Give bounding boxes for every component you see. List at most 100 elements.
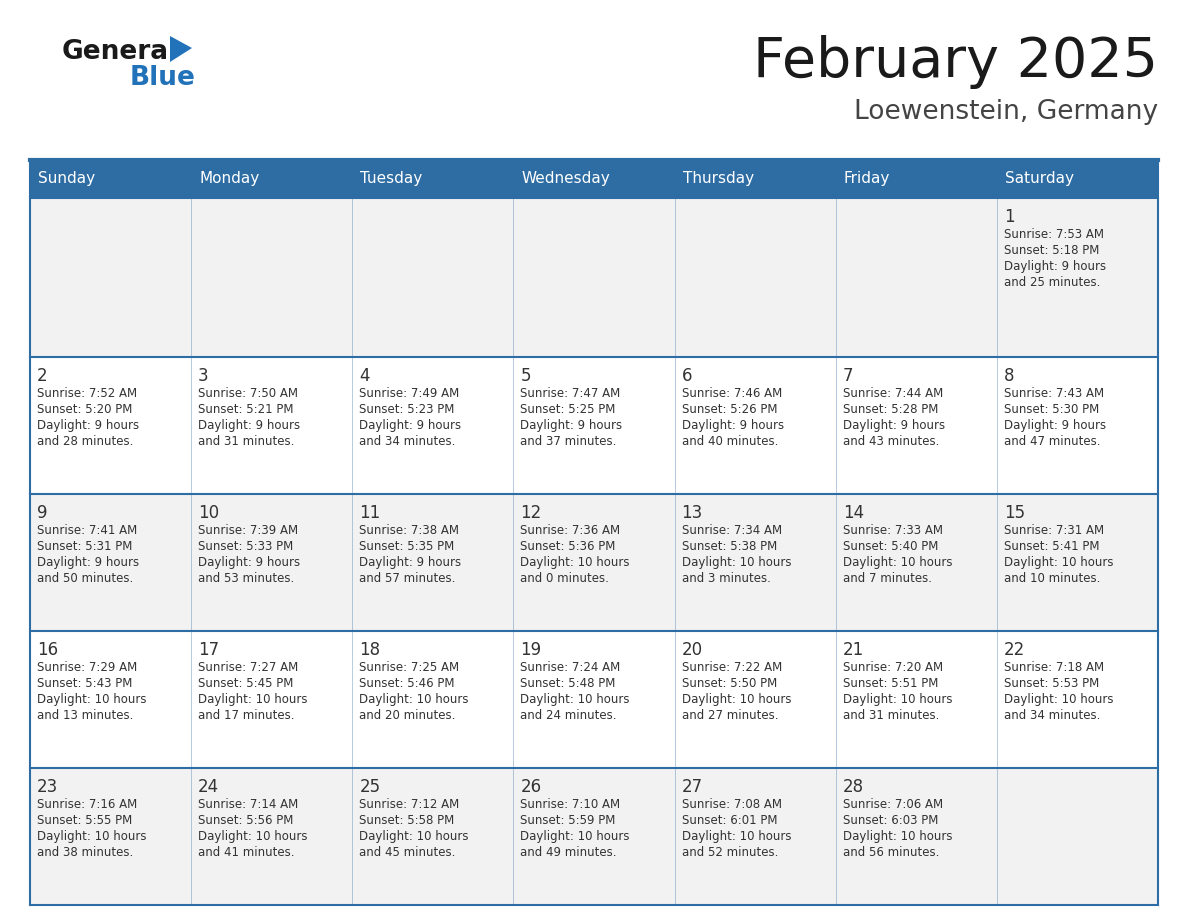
Text: Loewenstein, Germany: Loewenstein, Germany <box>854 99 1158 125</box>
Text: Saturday: Saturday <box>1005 172 1074 186</box>
Text: 27: 27 <box>682 778 702 796</box>
Text: Daylight: 10 hours: Daylight: 10 hours <box>842 556 953 569</box>
Text: Sunrise: 7:14 AM: Sunrise: 7:14 AM <box>198 798 298 811</box>
Text: Sunset: 5:56 PM: Sunset: 5:56 PM <box>198 814 293 827</box>
Text: and 0 minutes.: and 0 minutes. <box>520 572 609 585</box>
Text: Sunset: 5:40 PM: Sunset: 5:40 PM <box>842 540 939 553</box>
Text: Sunrise: 7:47 AM: Sunrise: 7:47 AM <box>520 387 620 400</box>
Text: 10: 10 <box>198 504 220 522</box>
Text: Daylight: 10 hours: Daylight: 10 hours <box>520 556 630 569</box>
Text: Sunset: 5:36 PM: Sunset: 5:36 PM <box>520 540 615 553</box>
Text: 18: 18 <box>359 641 380 659</box>
Text: Daylight: 9 hours: Daylight: 9 hours <box>359 556 461 569</box>
Text: Sunrise: 7:38 AM: Sunrise: 7:38 AM <box>359 524 460 537</box>
Text: 21: 21 <box>842 641 864 659</box>
Text: Sunrise: 7:06 AM: Sunrise: 7:06 AM <box>842 798 943 811</box>
Text: 3: 3 <box>198 367 209 385</box>
Text: Sunrise: 7:16 AM: Sunrise: 7:16 AM <box>37 798 138 811</box>
Text: Sunset: 5:43 PM: Sunset: 5:43 PM <box>37 677 132 690</box>
Text: 2: 2 <box>37 367 48 385</box>
Text: Daylight: 10 hours: Daylight: 10 hours <box>198 693 308 706</box>
Text: and 38 minutes.: and 38 minutes. <box>37 846 133 859</box>
Text: Sunset: 5:26 PM: Sunset: 5:26 PM <box>682 403 777 416</box>
Text: Daylight: 9 hours: Daylight: 9 hours <box>198 556 301 569</box>
Text: Daylight: 9 hours: Daylight: 9 hours <box>520 420 623 432</box>
Text: and 43 minutes.: and 43 minutes. <box>842 435 939 448</box>
Text: Thursday: Thursday <box>683 172 753 186</box>
Text: Daylight: 10 hours: Daylight: 10 hours <box>198 830 308 843</box>
Bar <box>30 160 1158 198</box>
Text: Sunset: 5:58 PM: Sunset: 5:58 PM <box>359 814 455 827</box>
Text: Daylight: 10 hours: Daylight: 10 hours <box>37 693 146 706</box>
Text: Monday: Monday <box>200 172 259 186</box>
Text: Wednesday: Wednesday <box>522 172 611 186</box>
Text: Sunrise: 7:33 AM: Sunrise: 7:33 AM <box>842 524 943 537</box>
Text: Sunrise: 7:36 AM: Sunrise: 7:36 AM <box>520 524 620 537</box>
Text: and 24 minutes.: and 24 minutes. <box>520 709 617 722</box>
Text: 11: 11 <box>359 504 380 522</box>
Text: Sunrise: 7:52 AM: Sunrise: 7:52 AM <box>37 387 137 400</box>
Text: Sunset: 6:01 PM: Sunset: 6:01 PM <box>682 814 777 827</box>
Text: and 56 minutes.: and 56 minutes. <box>842 846 939 859</box>
Text: 22: 22 <box>1004 641 1025 659</box>
Text: and 57 minutes.: and 57 minutes. <box>359 572 456 585</box>
Text: and 31 minutes.: and 31 minutes. <box>842 709 939 722</box>
Text: 20: 20 <box>682 641 702 659</box>
Text: Sunrise: 7:39 AM: Sunrise: 7:39 AM <box>198 524 298 537</box>
Text: 12: 12 <box>520 504 542 522</box>
Text: 6: 6 <box>682 367 693 385</box>
Text: Sunset: 5:41 PM: Sunset: 5:41 PM <box>1004 540 1099 553</box>
Text: and 31 minutes.: and 31 minutes. <box>198 435 295 448</box>
Text: Daylight: 10 hours: Daylight: 10 hours <box>37 830 146 843</box>
Text: Daylight: 9 hours: Daylight: 9 hours <box>842 420 944 432</box>
Text: Sunrise: 7:29 AM: Sunrise: 7:29 AM <box>37 661 138 674</box>
Text: Tuesday: Tuesday <box>360 172 423 186</box>
Text: Daylight: 10 hours: Daylight: 10 hours <box>682 830 791 843</box>
Text: Daylight: 10 hours: Daylight: 10 hours <box>359 830 469 843</box>
Text: Sunset: 5:50 PM: Sunset: 5:50 PM <box>682 677 777 690</box>
Text: Sunset: 5:31 PM: Sunset: 5:31 PM <box>37 540 132 553</box>
Text: 24: 24 <box>198 778 220 796</box>
Text: Daylight: 10 hours: Daylight: 10 hours <box>842 830 953 843</box>
Text: Friday: Friday <box>843 172 890 186</box>
Text: Sunset: 5:45 PM: Sunset: 5:45 PM <box>198 677 293 690</box>
Text: Daylight: 9 hours: Daylight: 9 hours <box>682 420 784 432</box>
Text: 9: 9 <box>37 504 48 522</box>
Text: Sunset: 5:55 PM: Sunset: 5:55 PM <box>37 814 132 827</box>
Text: Sunset: 6:03 PM: Sunset: 6:03 PM <box>842 814 939 827</box>
Text: Daylight: 9 hours: Daylight: 9 hours <box>1004 260 1106 273</box>
Text: and 13 minutes.: and 13 minutes. <box>37 709 133 722</box>
Text: Sunrise: 7:12 AM: Sunrise: 7:12 AM <box>359 798 460 811</box>
Text: Daylight: 9 hours: Daylight: 9 hours <box>359 420 461 432</box>
Text: Sunrise: 7:49 AM: Sunrise: 7:49 AM <box>359 387 460 400</box>
Polygon shape <box>170 36 192 62</box>
Text: Sunrise: 7:18 AM: Sunrise: 7:18 AM <box>1004 661 1104 674</box>
Text: Sunrise: 7:34 AM: Sunrise: 7:34 AM <box>682 524 782 537</box>
Bar <box>30 357 1158 494</box>
Text: Sunrise: 7:53 AM: Sunrise: 7:53 AM <box>1004 228 1104 241</box>
Text: 19: 19 <box>520 641 542 659</box>
Text: and 34 minutes.: and 34 minutes. <box>1004 709 1100 722</box>
Text: Daylight: 10 hours: Daylight: 10 hours <box>682 693 791 706</box>
Text: Sunset: 5:25 PM: Sunset: 5:25 PM <box>520 403 615 416</box>
Text: 1: 1 <box>1004 208 1015 226</box>
Text: Sunrise: 7:10 AM: Sunrise: 7:10 AM <box>520 798 620 811</box>
Text: Daylight: 10 hours: Daylight: 10 hours <box>359 693 469 706</box>
Text: and 45 minutes.: and 45 minutes. <box>359 846 456 859</box>
Text: 28: 28 <box>842 778 864 796</box>
Text: Sunrise: 7:22 AM: Sunrise: 7:22 AM <box>682 661 782 674</box>
Text: and 28 minutes.: and 28 minutes. <box>37 435 133 448</box>
Text: Daylight: 9 hours: Daylight: 9 hours <box>37 556 139 569</box>
Text: Sunset: 5:23 PM: Sunset: 5:23 PM <box>359 403 455 416</box>
Text: Daylight: 10 hours: Daylight: 10 hours <box>682 556 791 569</box>
Text: Blue: Blue <box>129 65 196 91</box>
Text: Sunset: 5:30 PM: Sunset: 5:30 PM <box>1004 403 1099 416</box>
Text: and 27 minutes.: and 27 minutes. <box>682 709 778 722</box>
Text: 8: 8 <box>1004 367 1015 385</box>
Text: Daylight: 10 hours: Daylight: 10 hours <box>1004 693 1113 706</box>
Text: Daylight: 9 hours: Daylight: 9 hours <box>198 420 301 432</box>
Bar <box>30 494 1158 631</box>
Text: Daylight: 10 hours: Daylight: 10 hours <box>520 830 630 843</box>
Text: Daylight: 10 hours: Daylight: 10 hours <box>842 693 953 706</box>
Text: and 17 minutes.: and 17 minutes. <box>198 709 295 722</box>
